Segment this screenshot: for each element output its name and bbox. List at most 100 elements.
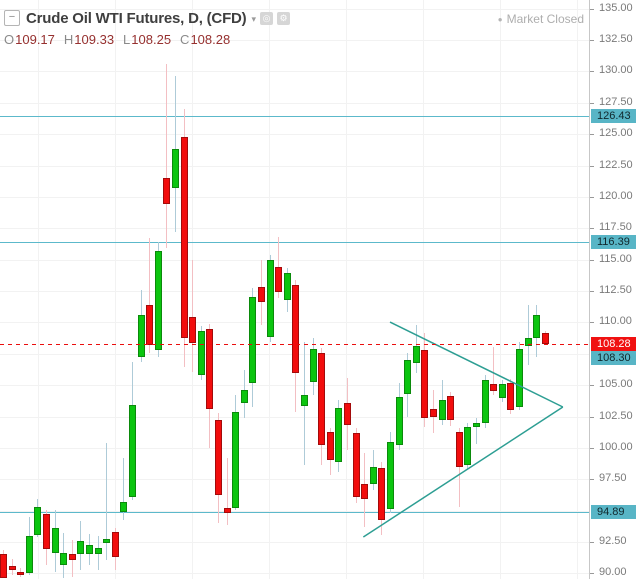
candle-body xyxy=(490,384,497,391)
price-axis[interactable]: 135.00 132.50 130.00 127.50 125.00 122.50 120.… xyxy=(589,0,636,579)
candle-body xyxy=(335,408,342,462)
axis-tick-label: 132.50 xyxy=(599,33,633,45)
candle-body xyxy=(464,427,471,465)
price-level-badge: 108.30 xyxy=(591,351,636,365)
candle-body xyxy=(267,260,274,337)
candle-body xyxy=(370,467,377,484)
candle-body xyxy=(353,433,360,497)
triangle-upper[interactable] xyxy=(389,321,564,408)
candle-body xyxy=(275,267,282,292)
candle-body xyxy=(129,405,136,497)
axis-tick-label: 130.00 xyxy=(599,64,633,76)
candle-body xyxy=(241,390,248,403)
candle-body xyxy=(413,346,420,363)
price-level-badge: 94.89 xyxy=(591,505,636,519)
collapse-icon[interactable]: − xyxy=(4,10,20,26)
candle-body xyxy=(34,507,41,535)
axis-tick-label: 92.50 xyxy=(599,535,627,547)
candle-body xyxy=(138,315,145,357)
candle-body xyxy=(163,178,170,204)
candle-body xyxy=(249,297,256,383)
market-status-text: Market Closed xyxy=(506,12,584,26)
h-gridline xyxy=(0,417,589,418)
axis-tick xyxy=(590,573,594,574)
h-gridline xyxy=(0,260,589,261)
candle-body xyxy=(9,566,16,570)
candle-body xyxy=(155,251,162,350)
symbol-title[interactable]: Crude Oil WTI Futures, D, (CFD) xyxy=(26,9,247,27)
chart-canvas[interactable] xyxy=(0,0,589,579)
camera-icon[interactable]: ◎ xyxy=(260,11,273,25)
axis-tick-label: 127.50 xyxy=(599,96,633,108)
axis-tick-label: 122.50 xyxy=(599,159,633,171)
candle-body xyxy=(396,397,403,445)
candle-body xyxy=(507,383,514,410)
candle-wick xyxy=(123,458,124,520)
chart-header: − Crude Oil WTI Futures, D, (CFD) ▾ ◎ ⚙ … xyxy=(4,8,290,47)
candle-wick xyxy=(493,347,494,395)
candle-body xyxy=(224,508,231,513)
candle-body xyxy=(318,353,325,445)
axis-tick xyxy=(590,448,594,449)
candle-body xyxy=(430,409,437,417)
axis-tick-label: 105.00 xyxy=(599,378,633,390)
candle-body xyxy=(344,403,351,425)
last-price-line xyxy=(0,344,589,345)
v-gridline xyxy=(38,0,39,579)
candle-body xyxy=(26,536,33,573)
triangle-lower[interactable] xyxy=(362,406,564,538)
chevron-down-icon[interactable]: ▾ xyxy=(251,13,256,24)
candle-wick xyxy=(528,305,529,365)
axis-tick xyxy=(590,166,594,167)
candle-body xyxy=(525,338,532,346)
h-gridline xyxy=(0,573,589,574)
open-value: 109.17 xyxy=(15,32,55,47)
status-dot-icon: ● xyxy=(497,15,503,24)
h-gridline xyxy=(0,103,589,104)
candle-body xyxy=(439,400,446,420)
axis-tick xyxy=(590,291,594,292)
candle-body xyxy=(120,502,127,512)
candle-body xyxy=(69,554,76,560)
price-level-badge: 126.43 xyxy=(591,109,636,123)
candle-body xyxy=(361,484,368,499)
candle-body xyxy=(327,432,334,460)
axis-tick xyxy=(590,228,594,229)
axis-tick xyxy=(590,197,594,198)
candle-wick xyxy=(149,238,150,353)
axis-tick-label: 100.00 xyxy=(599,441,633,453)
candle-wick xyxy=(106,443,107,560)
axis-tick xyxy=(590,260,594,261)
axis-tick xyxy=(590,71,594,72)
high-label: H xyxy=(63,32,74,47)
price-level-line[interactable] xyxy=(0,512,589,513)
axis-tick-label: 120.00 xyxy=(599,190,633,202)
candle-body xyxy=(404,360,411,394)
candle-wick xyxy=(476,418,477,444)
h-gridline xyxy=(0,197,589,198)
candle-body xyxy=(52,528,59,553)
v-gridline xyxy=(423,0,424,579)
candle-wick xyxy=(192,260,193,372)
axis-tick-label: 90.00 xyxy=(599,566,627,578)
gear-icon[interactable]: ⚙ xyxy=(277,11,290,25)
h-gridline xyxy=(0,9,589,10)
candle-body xyxy=(533,315,540,338)
axis-tick-label: 117.50 xyxy=(599,221,632,233)
price-level-line[interactable] xyxy=(0,116,589,117)
v-gridline xyxy=(577,0,578,579)
axis-tick xyxy=(590,542,594,543)
axis-tick xyxy=(590,103,594,104)
v-gridline xyxy=(500,0,501,579)
axis-tick xyxy=(590,322,594,323)
axis-tick-label: 115.00 xyxy=(599,253,632,265)
candle-body xyxy=(86,545,93,554)
candle-body xyxy=(103,539,110,543)
axis-tick xyxy=(590,134,594,135)
price-level-line[interactable] xyxy=(0,242,589,243)
h-gridline xyxy=(0,71,589,72)
candle-body xyxy=(456,432,463,467)
axis-tick xyxy=(590,9,594,10)
candle-body xyxy=(258,287,265,302)
candle-body xyxy=(310,349,317,382)
